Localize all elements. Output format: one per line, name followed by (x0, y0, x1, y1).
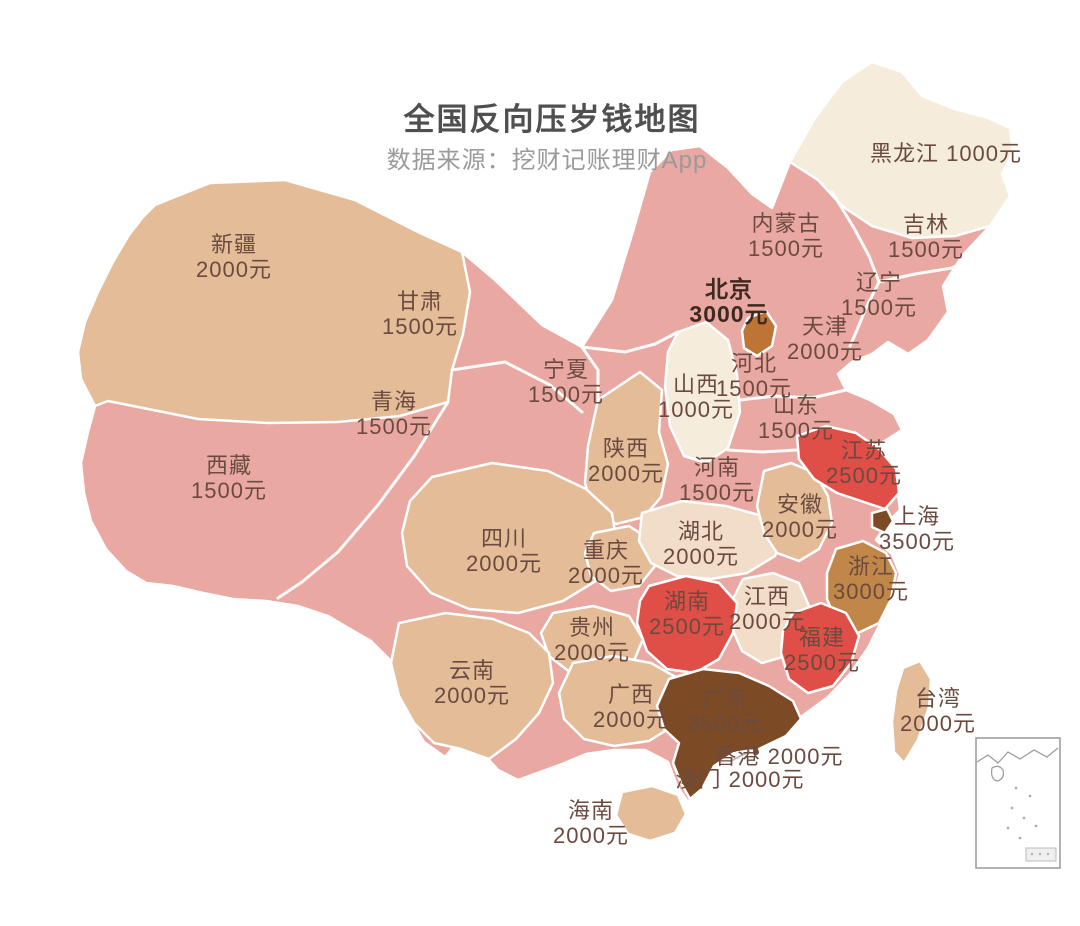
inset-island-dot (1022, 816, 1026, 820)
province-label-aomen: 澳门 2000元 (675, 767, 804, 792)
province-label-xianggang: 香港 2000元 (714, 744, 843, 769)
province-label-sichuan: 四川 2000元 (466, 526, 542, 576)
province-label-gansu: 甘肃 1500元 (382, 289, 458, 339)
border-hebei-shandong (738, 388, 848, 402)
region-chongqing (583, 524, 657, 593)
hongkong-marker (753, 749, 759, 755)
region-xinjiang (76, 178, 472, 425)
border-jilin-liaoning (877, 248, 990, 284)
region-zhejiang (825, 539, 898, 635)
inset-frame (975, 737, 1061, 869)
region-heilongjiang (788, 60, 1015, 240)
border-qinghai-xizang (276, 400, 450, 600)
inset-island-dot (1014, 786, 1018, 790)
province-label-jiangsu: 江苏 2500元 (826, 438, 902, 488)
inset-island-dot (1034, 824, 1038, 828)
border-neimenggu-jilin (830, 190, 881, 284)
border-gansu-neimenggu (580, 345, 600, 402)
province-label-yunnan: 云南 2000元 (434, 658, 510, 708)
province-label-chongqing: 重庆 2000元 (568, 538, 644, 588)
region-taiwan (890, 659, 933, 765)
border-shandong-henan (726, 448, 799, 454)
province-label-hainan: 海南 2000元 (553, 798, 629, 848)
region-guangdong (655, 667, 803, 801)
china-map-shapes (76, 60, 1015, 843)
province-label-xinjiang: 新疆 2000元 (196, 232, 272, 282)
province-label-guangdong: 广东 3500元 (687, 686, 763, 736)
province-label-heilongjiang: 黑龙江 1000元 (870, 141, 1022, 166)
region-hunan (635, 574, 739, 675)
province-label-beijing: 北京 3000元 (689, 276, 768, 327)
border-neimenggu-shanxi (580, 330, 680, 354)
region-yunnan (389, 611, 555, 761)
province-label-ningxia: 宁夏 1500元 (528, 357, 604, 407)
region-hainan (614, 784, 688, 843)
region-shanghai (870, 507, 895, 535)
region-hubei (637, 499, 785, 581)
inset-island-dot (1018, 836, 1022, 840)
province-label-qinghai: 青海 1500元 (356, 389, 432, 439)
province-label-shaanxi: 陕西 2000元 (588, 436, 664, 486)
border-neimenggu-liaoning (848, 280, 881, 348)
province-label-neimenggu: 内蒙古 1500元 (748, 211, 824, 261)
inset-caption-mark (1030, 852, 1034, 856)
province-label-hunan: 湖南 2500元 (649, 589, 725, 639)
data-source-subtitle: 数据来源：挖财记账理财App (387, 147, 708, 174)
region-beijing (740, 309, 778, 358)
province-label-shandong: 山东 1500元 (758, 393, 834, 443)
inset-island-dot (1028, 794, 1032, 798)
province-label-guizhou: 贵州 2000元 (554, 615, 630, 665)
inset-caption-mark (1038, 852, 1042, 856)
region-sichuan (400, 461, 619, 615)
hongkong-leader-line (730, 750, 751, 762)
inset-island-dot (1010, 806, 1014, 810)
province-label-xizang: 西藏 1500元 (191, 453, 267, 503)
page-title: 全国反向压岁钱地图 (403, 102, 701, 137)
region-shanxi (663, 320, 742, 465)
inset-hainan-outline (991, 765, 1005, 782)
south-china-sea-inset (975, 737, 1061, 869)
province-label-shanxi: 山西 1000元 (658, 372, 734, 422)
inset-caption-mark (1046, 852, 1050, 856)
border-gansu-qinghai (450, 360, 584, 414)
province-label-fujian: 福建 2500元 (784, 625, 860, 675)
province-label-taiwan: 台湾 2000元 (900, 686, 976, 736)
province-label-shanghai: 上海 3500元 (879, 504, 955, 554)
province-label-tianjin: 天津 2000元 (787, 314, 863, 364)
province-label-hubei: 湖北 2000元 (663, 519, 739, 569)
province-label-anhui: 安徽 2000元 (762, 492, 838, 542)
inset-island-dot (1006, 826, 1010, 830)
province-label-liaoning: 辽宁 1500元 (841, 270, 917, 320)
region-guangxi (557, 654, 688, 748)
province-label-guangxi: 广西 2000元 (593, 682, 669, 732)
province-label-henan: 河南 1500元 (679, 455, 755, 505)
province-label-jilin: 吉林 1500元 (888, 212, 964, 262)
province-label-zhejiang: 浙江 3000元 (833, 554, 909, 604)
region-shaanxi (583, 370, 670, 526)
province-label-jiangxi: 江西 2000元 (729, 584, 805, 634)
inset-coastline (976, 747, 1059, 764)
region-jiangsu (795, 424, 901, 511)
region-fujian (779, 601, 861, 695)
province-label-hebei: 河北 1500元 (716, 351, 792, 401)
